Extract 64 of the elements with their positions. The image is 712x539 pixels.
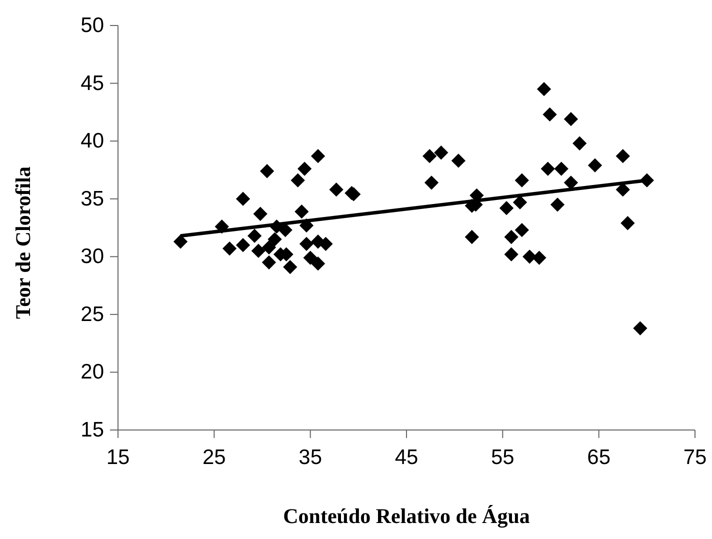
- y-tick-label: 25: [80, 302, 104, 326]
- point: [633, 321, 648, 336]
- point: [620, 216, 635, 230]
- point: [572, 136, 587, 150]
- point: [434, 146, 448, 160]
- point: [173, 234, 188, 249]
- y-tick-label: 50: [80, 14, 104, 37]
- point: [504, 247, 518, 262]
- point: [299, 236, 314, 251]
- x-tick-label: 45: [394, 446, 418, 469]
- point: [283, 260, 298, 274]
- point: [514, 222, 529, 238]
- point: [564, 112, 578, 126]
- y-tick-label: 15: [80, 418, 104, 442]
- point: [310, 149, 326, 164]
- point: [318, 236, 333, 251]
- x-tick-label: 15: [106, 446, 130, 469]
- x-tick-label: 65: [587, 446, 611, 469]
- point: [294, 204, 309, 219]
- x-tick-label: 75: [683, 446, 707, 469]
- point: [616, 182, 630, 197]
- y-tick-label: 30: [80, 245, 104, 268]
- point: [297, 162, 312, 176]
- point: [616, 149, 630, 164]
- point: [262, 255, 276, 270]
- point: [588, 158, 602, 172]
- point: [514, 173, 529, 188]
- point: [540, 162, 555, 176]
- point: [236, 238, 250, 252]
- point: [329, 182, 344, 197]
- point: [451, 154, 466, 168]
- point: [260, 164, 274, 178]
- point: [504, 230, 518, 244]
- point: [310, 256, 326, 271]
- point: [542, 107, 557, 122]
- point: [303, 250, 318, 265]
- point: [236, 192, 250, 206]
- point: [499, 201, 514, 216]
- point: [262, 240, 276, 254]
- point: [554, 162, 568, 176]
- point: [564, 176, 578, 190]
- x-axis-title: Conteúdo Relativo de Água: [283, 504, 530, 528]
- y-tick-label: 40: [80, 130, 104, 153]
- point: [222, 241, 237, 256]
- y-tick-label: 35: [80, 187, 104, 210]
- x-tick-label: 25: [202, 446, 226, 469]
- point: [464, 230, 479, 244]
- y-axis-title: Teor de Clorofila: [11, 166, 35, 319]
- point: [422, 149, 437, 164]
- point: [247, 228, 262, 243]
- point: [424, 176, 439, 190]
- x-tick-label: 55: [490, 446, 514, 469]
- point: [251, 244, 266, 258]
- point: [550, 198, 565, 212]
- x-tick-label: 35: [298, 446, 322, 469]
- y-tick-label: 45: [80, 72, 104, 95]
- point: [278, 222, 292, 238]
- point: [536, 82, 552, 96]
- point: [268, 232, 282, 246]
- point: [253, 206, 268, 221]
- point: [532, 250, 546, 265]
- point: [512, 195, 528, 210]
- point: [290, 173, 305, 188]
- y-tick-label: 20: [80, 360, 104, 384]
